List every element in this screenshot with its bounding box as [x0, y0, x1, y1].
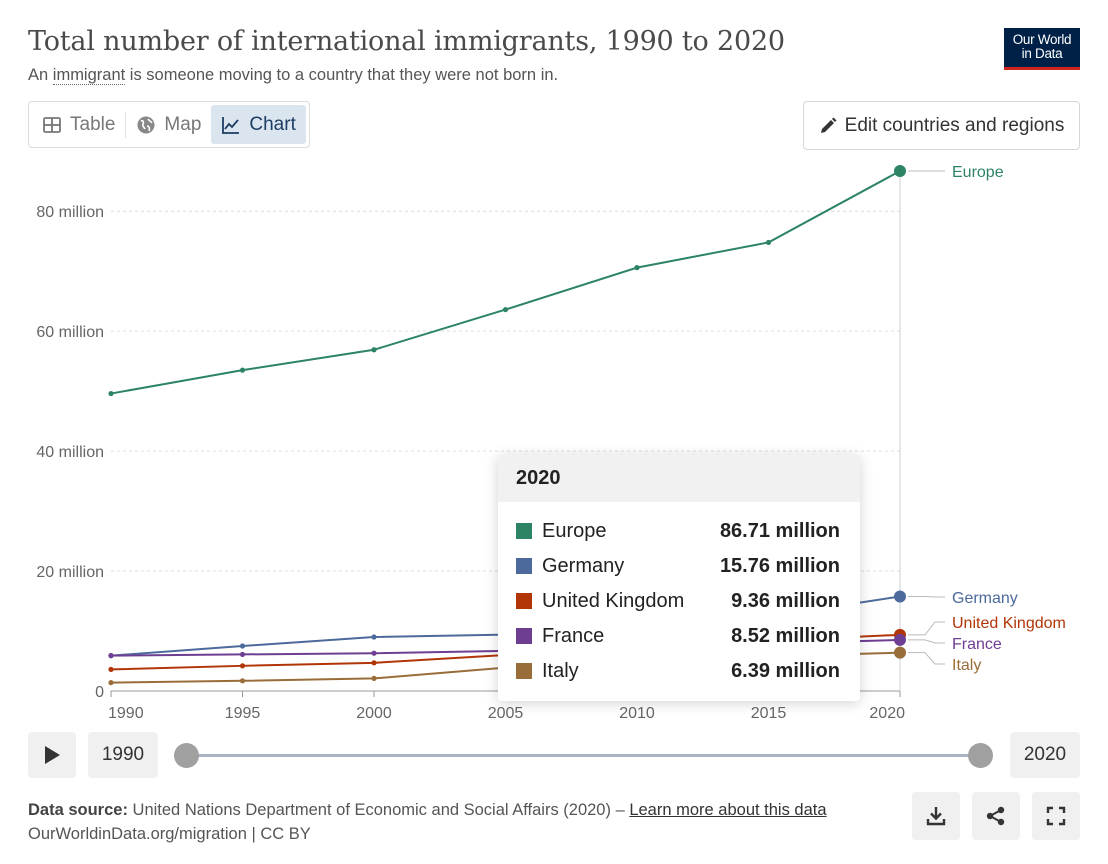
timeline-end-handle[interactable]: [968, 743, 993, 768]
series-label-europe[interactable]: Europe: [952, 164, 1004, 181]
table-icon: [43, 116, 61, 133]
data-point[interactable]: [634, 265, 640, 271]
pencil-icon: [820, 117, 837, 133]
tooltip-row-france: France 8.52 million: [516, 623, 840, 649]
leader-line: [908, 595, 945, 598]
y-tick-label: 20 million: [36, 564, 104, 581]
y-tick-label: 60 million: [36, 324, 104, 341]
timeline-end-year[interactable]: 2020: [1010, 732, 1080, 778]
owid-logo[interactable]: Our World in Data: [1004, 28, 1080, 70]
data-point[interactable]: [371, 660, 377, 666]
data-point[interactable]: [239, 663, 246, 669]
timeline-start-year[interactable]: 1990: [88, 732, 158, 778]
footer-source: Data source: United Nations Department o…: [28, 798, 827, 846]
series-europe[interactable]: [108, 165, 906, 397]
edit-countries-button[interactable]: Edit countries and regions: [803, 101, 1080, 150]
y-tick-label: 80 million: [36, 204, 104, 221]
data-point[interactable]: [894, 633, 906, 646]
data-point[interactable]: [239, 678, 246, 684]
globe-icon: [137, 116, 155, 133]
leader-line: [908, 652, 945, 665]
legend-swatch-united-kingdom: [516, 593, 532, 609]
x-tick-label: 1990: [108, 705, 144, 722]
immigrant-definition-link[interactable]: immigrant: [52, 66, 126, 85]
timeline: 1990 2020: [28, 732, 1080, 778]
data-point[interactable]: [894, 590, 906, 603]
series-label-france[interactable]: France: [952, 636, 1002, 653]
series-label-germany[interactable]: Germany: [952, 590, 1018, 607]
data-point[interactable]: [108, 666, 114, 673]
share-button[interactable]: [972, 792, 1020, 840]
chart-title: Total number of international immigrants…: [28, 26, 785, 57]
series-labels: Europe Germany United Kingdom France Italy: [908, 164, 1066, 674]
y-axis-labels: 0 20 million 40 million 60 million 80 millio…: [36, 204, 104, 701]
data-point[interactable]: [239, 367, 246, 373]
learn-more-link[interactable]: Learn more about this data: [629, 801, 827, 819]
y-tick-label: 40 million: [36, 444, 104, 461]
play-icon: [45, 746, 60, 764]
tab-table[interactable]: Table: [32, 105, 125, 144]
download-icon: [926, 807, 946, 826]
data-point[interactable]: [765, 239, 772, 246]
tooltip-row-germany: Germany 15.76 million: [516, 553, 840, 579]
download-button[interactable]: [912, 792, 960, 840]
leader-line: [908, 639, 945, 644]
data-point[interactable]: [371, 675, 377, 682]
data-point[interactable]: [371, 650, 377, 656]
data-point[interactable]: [108, 680, 114, 686]
timeline-track[interactable]: [186, 754, 980, 757]
series-line-europe[interactable]: [110, 170, 901, 395]
x-tick-label: 2015: [751, 705, 787, 722]
data-point[interactable]: [108, 390, 114, 397]
tooltip-year: 2020: [498, 455, 860, 502]
series-label-united-kingdom[interactable]: United Kingdom: [952, 615, 1066, 632]
x-tick-label: 2000: [356, 705, 392, 722]
legend-swatch-europe: [516, 523, 532, 539]
legend-swatch-germany: [516, 558, 532, 574]
fullscreen-icon: [1046, 806, 1066, 826]
data-point[interactable]: [371, 634, 377, 640]
tooltip-row-italy: Italy 6.39 million: [516, 658, 840, 684]
legend-swatch-italy: [516, 663, 532, 679]
data-point[interactable]: [502, 306, 509, 313]
y-tick-label: 0: [95, 684, 104, 701]
data-point[interactable]: [894, 646, 906, 659]
footer-url[interactable]: OurWorldinData.org/migration | CC BY: [28, 825, 311, 843]
tooltip: 2020 Europe 86.71 million Germany 15.76 …: [498, 455, 860, 701]
fullscreen-button[interactable]: [1032, 792, 1080, 840]
tooltip-row-united-kingdom: United Kingdom 9.36 million: [516, 588, 840, 614]
x-tick-label: 1995: [225, 705, 261, 722]
data-point[interactable]: [239, 643, 246, 649]
view-tabs: Table Map Chart: [28, 101, 310, 148]
data-point[interactable]: [894, 165, 906, 177]
legend-swatch-france: [516, 628, 532, 644]
series-label-italy[interactable]: Italy: [952, 657, 981, 674]
tab-chart[interactable]: Chart: [211, 105, 306, 144]
share-icon: [986, 806, 1005, 826]
data-point[interactable]: [371, 347, 377, 353]
tab-divider: [125, 111, 127, 138]
line-chart-icon: [222, 116, 240, 134]
tab-map[interactable]: Map: [126, 105, 211, 144]
data-point[interactable]: [239, 651, 246, 658]
timeline-start-handle[interactable]: [174, 743, 199, 768]
tooltip-row-europe: Europe 86.71 million: [516, 518, 840, 544]
chart-subtitle: An immigrant is someone moving to a coun…: [28, 66, 559, 85]
data-point[interactable]: [108, 653, 114, 659]
x-tick-label: 2005: [488, 705, 524, 722]
leader-line: [908, 621, 945, 636]
x-tick-label: 2010: [619, 705, 655, 722]
play-button[interactable]: [28, 732, 76, 778]
x-tick-label: 2020: [869, 705, 905, 722]
